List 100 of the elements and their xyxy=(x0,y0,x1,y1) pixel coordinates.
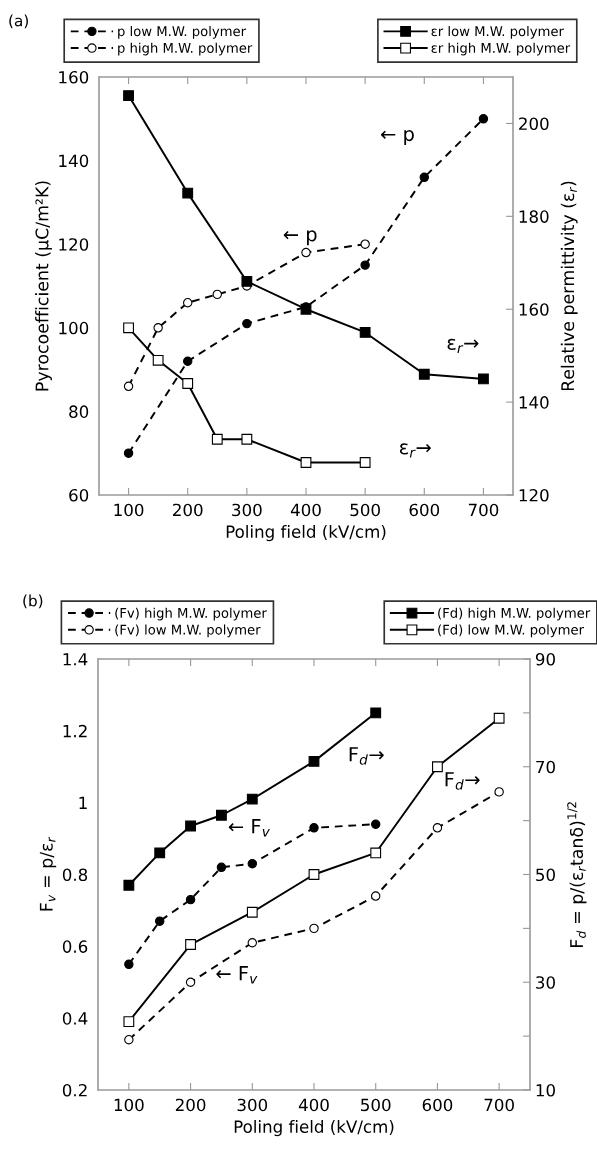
legend-label: εr high M.W. polymer xyxy=(431,42,571,56)
point xyxy=(301,247,311,258)
y-tick-label: 1 xyxy=(79,796,87,809)
point xyxy=(182,356,193,366)
y2-tick-label: 90 xyxy=(535,652,555,666)
y-tick-label: 160 xyxy=(59,70,89,84)
point xyxy=(370,707,382,719)
point xyxy=(216,862,227,873)
y-tick-label: 0.8 xyxy=(62,868,88,882)
y2-tick-label: 70 xyxy=(536,760,555,774)
point xyxy=(247,938,258,948)
point xyxy=(246,906,258,918)
annotation: ← p xyxy=(381,130,414,145)
point xyxy=(494,787,504,797)
point xyxy=(242,318,252,329)
annotation: F$_{d}$→ xyxy=(349,747,384,765)
x-tick-label: 600 xyxy=(422,1098,453,1112)
point xyxy=(154,916,165,926)
point xyxy=(123,1016,135,1027)
point xyxy=(247,859,258,869)
point xyxy=(212,289,223,300)
point xyxy=(123,322,134,334)
point xyxy=(123,448,134,458)
point xyxy=(493,712,505,724)
x-tick-label: 500 xyxy=(361,1098,391,1112)
annotation: F$_{d}$→ xyxy=(445,772,480,790)
x-tick-label: 700 xyxy=(484,1098,514,1112)
point xyxy=(185,939,196,950)
legend-label: εr low M.W. polymer xyxy=(431,25,564,39)
point xyxy=(370,819,381,829)
y2-tick-label: 180 xyxy=(519,210,549,223)
point xyxy=(211,433,223,445)
point xyxy=(419,172,430,183)
point xyxy=(308,755,320,767)
y2-tick-label: 140 xyxy=(519,396,549,409)
point xyxy=(418,368,430,380)
x-tick-label: 300 xyxy=(237,1098,268,1112)
legend-label: (Fd) low M.W. polymer xyxy=(438,624,585,638)
point xyxy=(370,891,381,901)
point xyxy=(432,761,443,773)
point xyxy=(309,823,319,833)
point xyxy=(246,793,258,805)
point xyxy=(360,260,370,270)
point xyxy=(123,381,134,392)
point xyxy=(300,457,312,468)
point xyxy=(182,187,194,199)
point xyxy=(185,894,196,905)
legend-label: p low M.W. polymer xyxy=(118,25,247,39)
point xyxy=(182,378,194,389)
point xyxy=(359,457,371,468)
x-tick-label: 600 xyxy=(409,503,440,517)
y-axis-title: Pyrocoefficient (μC/m²K) xyxy=(35,181,52,391)
y2-tick-label: 10 xyxy=(536,1083,555,1097)
point xyxy=(182,297,193,308)
point xyxy=(123,90,134,101)
annotation: ← p xyxy=(283,230,317,246)
legend-label: p high M.W. polymer xyxy=(118,42,253,56)
x-tick-label: 300 xyxy=(232,503,262,517)
point xyxy=(185,977,196,987)
x-tick-label: 200 xyxy=(175,1098,206,1112)
y2-tick-label: 30 xyxy=(536,976,555,989)
x-tick-label: 400 xyxy=(298,1098,329,1112)
y2-tick-label: 160 xyxy=(519,303,549,316)
y2-tick-label: 120 xyxy=(519,488,549,502)
legend-label: (Fv) low M.W. polymer xyxy=(115,624,261,638)
annotation: ← F$_{v}$ xyxy=(228,819,270,837)
point xyxy=(123,879,135,891)
point xyxy=(241,433,253,445)
y-tick-label: 140 xyxy=(59,154,89,168)
point xyxy=(308,869,320,880)
x-tick-label: 100 xyxy=(114,1098,144,1112)
y2-tick-label: 50 xyxy=(536,868,555,882)
point xyxy=(478,373,489,385)
y-tick-label: 120 xyxy=(59,238,89,251)
point xyxy=(154,847,166,859)
y2-axis-title: Relative permittivity (ε$_{r}$) xyxy=(560,181,578,391)
point xyxy=(124,1034,134,1045)
y-tick-label: 80 xyxy=(69,405,89,418)
point xyxy=(153,323,163,333)
x-tick-label: 400 xyxy=(290,503,321,517)
annotation: ← F$_{v}$ xyxy=(216,966,258,984)
y-tick-label: 60 xyxy=(69,488,89,502)
x-axis-title: Poling field (kV/cm) xyxy=(234,1120,394,1137)
point xyxy=(185,820,196,832)
y-tick-label: 0.4 xyxy=(62,1012,88,1025)
y-tick-label: 1.4 xyxy=(63,653,88,666)
point xyxy=(478,114,489,124)
x-tick-label: 500 xyxy=(350,503,380,517)
annotation: ε$_{r}$→ xyxy=(399,443,431,458)
point xyxy=(216,809,227,821)
point xyxy=(241,275,253,287)
x-tick-label: 100 xyxy=(114,503,144,517)
legend-label: (Fd) high M.W. polymer xyxy=(438,607,591,621)
point xyxy=(360,239,370,249)
legend-label: (Fv) high M.W. polymer xyxy=(115,607,267,621)
point xyxy=(124,959,134,970)
chart-title: (b) xyxy=(23,594,43,609)
x-tick-label: 700 xyxy=(468,503,499,517)
y2-axis-title: F$_{d}$ = p/(ε$_{r}$tanδ)$^{1/2}$ xyxy=(567,802,587,947)
point xyxy=(309,923,319,934)
